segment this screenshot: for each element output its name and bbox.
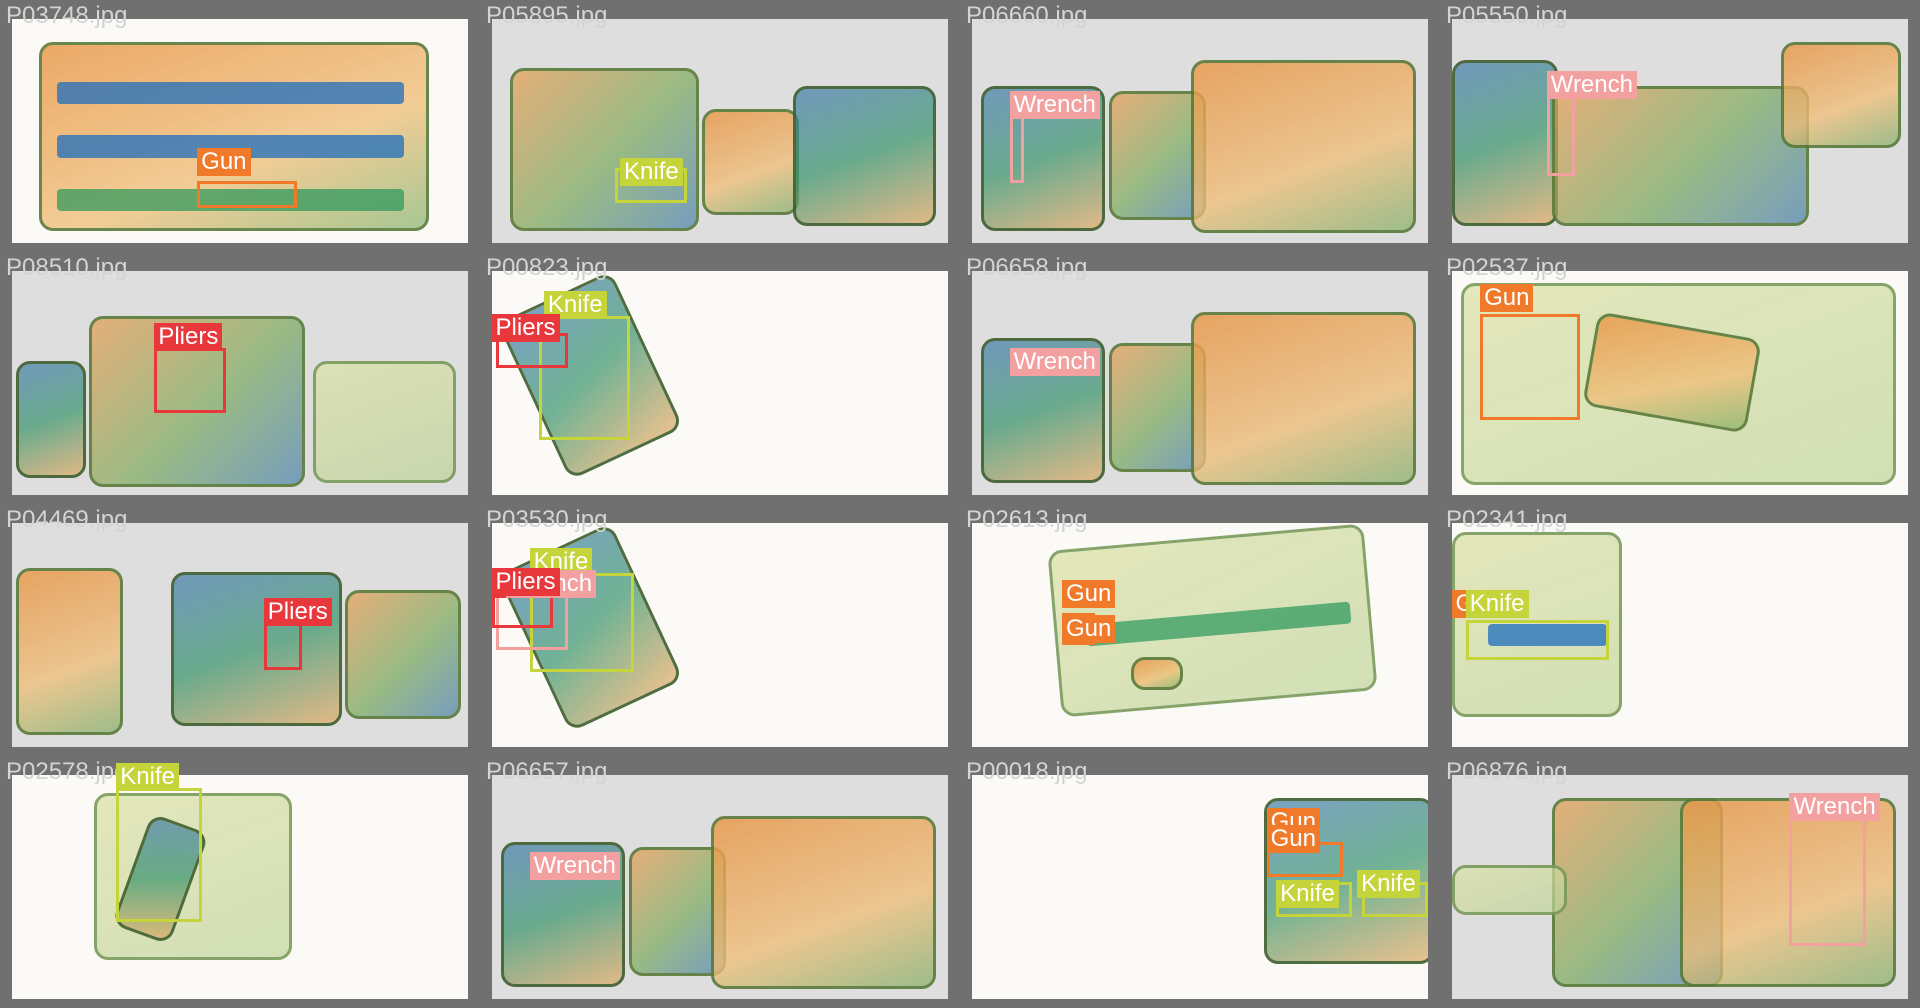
bbox-knife (1465, 620, 1609, 660)
label-knife: Knife (1357, 869, 1420, 898)
tile-p00823: P00823.jpg Knife Pliers (482, 254, 958, 502)
label-pliers: Pliers (491, 568, 560, 596)
bbox-knife (116, 787, 202, 922)
tile-p05895: P05895.jpg Knife (482, 2, 958, 250)
label-wrench: Wrench (1009, 91, 1100, 120)
filename: P06657.jpg (486, 758, 608, 785)
tile-p03748: P03748.jpg Gun (2, 2, 478, 250)
label-knife: Knife (116, 762, 179, 791)
tile-p02537: P02537.jpg Gun (1442, 254, 1918, 502)
xray-image (971, 271, 1429, 495)
label-wrench: Wrench (1009, 348, 1100, 377)
xray-image (971, 523, 1429, 747)
label-pliers: Pliers (263, 597, 332, 626)
label-wrench: Wrench (1546, 71, 1637, 100)
filename: P06876.jpg (1446, 758, 1568, 785)
label-gun: Gun (1266, 824, 1320, 853)
filename: P02341.jpg (1446, 506, 1568, 533)
bbox-pliers (154, 348, 226, 413)
label-gun: Gun (1480, 283, 1534, 312)
label-knife: Knife (620, 158, 683, 187)
xray-image (11, 19, 469, 243)
tile-p06876: P06876.jpg Wrench (1442, 758, 1918, 1006)
xray-image (491, 19, 949, 243)
label-knife: Knife (1276, 879, 1339, 908)
xray-image (1451, 19, 1909, 243)
tile-p05550: P05550.jpg Wrench (1442, 2, 1918, 250)
bbox-wrench (1546, 96, 1576, 176)
label-gun: Gun (197, 148, 251, 177)
label-gun: Gun (1061, 580, 1116, 609)
label-wrench: Wrench (529, 852, 620, 881)
filename: P00018.jpg (966, 758, 1088, 785)
bbox-pliers (263, 622, 302, 670)
xray-image (1451, 775, 1909, 999)
label-wrench: Wrench (1789, 792, 1880, 821)
label-pliers: Pliers (154, 323, 223, 352)
tile-p06657: P06657.jpg Wrench (482, 758, 958, 1006)
filename: P02578.jpg (6, 758, 128, 785)
label-gun: Gun (1061, 615, 1116, 644)
filename: P04469.jpg (6, 506, 128, 533)
xray-image (1451, 523, 1909, 747)
tile-p03530: P03530.jpg Knife Wrench Pliers (482, 506, 958, 754)
filename: P02613.jpg (966, 506, 1088, 533)
label-pliers: Pliers (491, 313, 560, 342)
bbox-gun (1480, 313, 1581, 421)
filename: P03530.jpg (486, 506, 608, 533)
filename: P05895.jpg (486, 2, 608, 29)
tile-p06660: P06660.jpg Wrench (962, 2, 1438, 250)
xray-image (491, 775, 949, 999)
xray-image (11, 775, 469, 999)
xray-image (11, 271, 469, 495)
tile-p06658: P06658.jpg Wrench (962, 254, 1438, 502)
bbox-gun (197, 180, 298, 208)
tile-p02341: P02341.jpg G Knife (1442, 506, 1918, 754)
label-knife: Knife (543, 291, 607, 320)
filename: P08510.jpg (6, 254, 128, 281)
tile-p04469: P04469.jpg Pliers (2, 506, 478, 754)
tile-p02578: P02578.jpg Knife (2, 758, 478, 1006)
tile-p02613: P02613.jpg Gun Gun (962, 506, 1438, 754)
xray-image (11, 523, 469, 747)
filename: P00823.jpg (486, 254, 608, 281)
tile-p00018: P00018.jpg Gun Gun Knife Knife (962, 758, 1438, 1006)
filename: P05550.jpg (1446, 2, 1568, 29)
xray-image (971, 19, 1429, 243)
filename: P03748.jpg (6, 2, 128, 29)
filename: P06658.jpg (966, 254, 1088, 281)
filename: P02537.jpg (1446, 254, 1568, 281)
bbox-pliers (491, 595, 554, 628)
label-knife: Knife (1465, 590, 1529, 619)
tile-p08510: P08510.jpg Pliers (2, 254, 478, 502)
bbox-wrench (1789, 815, 1866, 947)
filename: P06660.jpg (966, 2, 1088, 29)
